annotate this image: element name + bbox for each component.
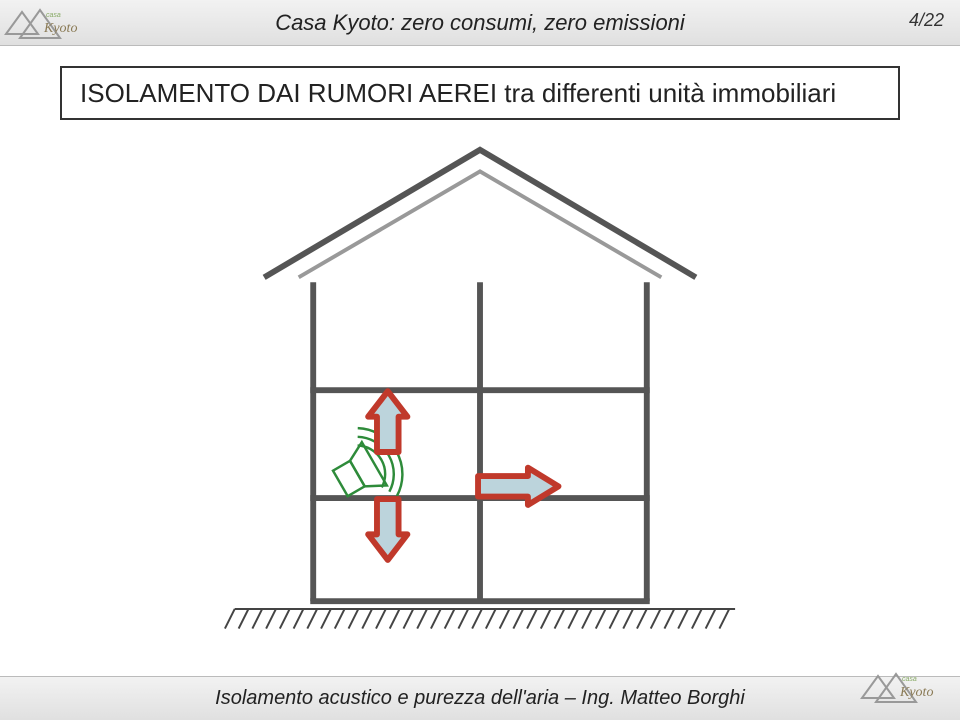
logo-bottom-right: casa Kyoto <box>856 664 946 710</box>
logo-br-text-casa: casa <box>902 676 917 683</box>
slide-title-text: ISOLAMENTO DAI RUMORI AEREI tra differen… <box>80 78 836 109</box>
logo-text-casa: casa <box>46 12 61 19</box>
arrow-down-icon <box>368 499 407 560</box>
header-title: Casa Kyoto: zero consumi, zero emissioni <box>275 10 685 36</box>
header-bar: casa Kyoto Casa Kyoto: zero consumi, zer… <box>0 0 960 46</box>
page-number: 4/22 <box>909 10 944 31</box>
slide-title-box: ISOLAMENTO DAI RUMORI AEREI tra differen… <box>60 66 900 120</box>
logo-text-kyoto: Kyoto <box>43 21 77 36</box>
ground-hatch <box>225 609 735 629</box>
logo-br-text-kyoto: Kyoto <box>899 685 933 700</box>
arrow-up-icon <box>368 391 407 452</box>
logo-top-left: casa Kyoto <box>0 0 90 46</box>
sound-source-icon <box>321 417 416 517</box>
footer-text: Isolamento acustico e purezza dell'aria … <box>215 687 745 710</box>
house-diagram <box>200 140 760 660</box>
footer-bar: Isolamento acustico e purezza dell'aria … <box>0 676 960 720</box>
